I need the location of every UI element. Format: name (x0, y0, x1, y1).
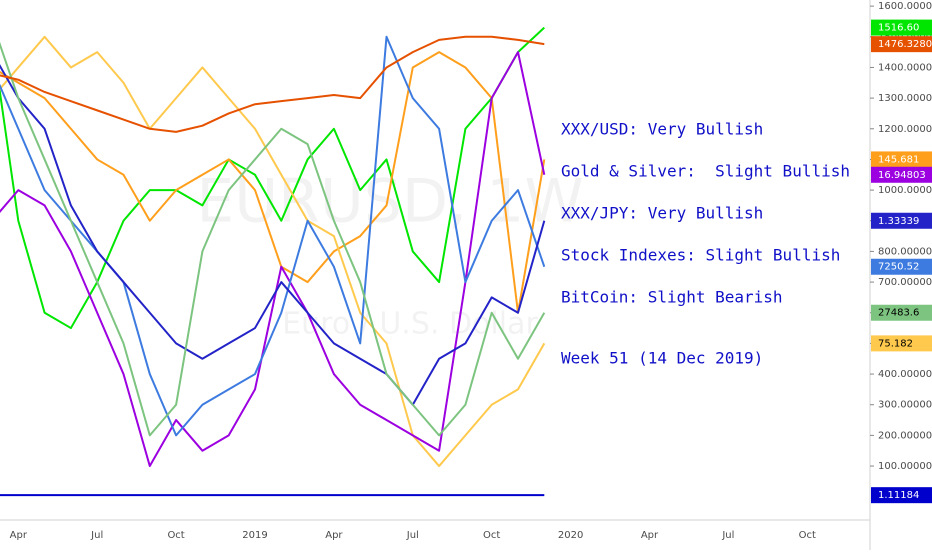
price-tag-label: 16.94803 (878, 170, 926, 181)
price-tags: 1516.60 145.681 75.182 16.94803 7250.52 1.333… (871, 19, 932, 504)
x-tick-label: Apr (10, 530, 28, 541)
x-tick-label: Jul (721, 530, 734, 541)
y-tick-label: 1000.00000 (878, 185, 932, 196)
price-tag-label: 75.182 (878, 338, 913, 349)
watermark-name: Euro / U.S. Dollar (282, 307, 538, 342)
price-tag (871, 212, 932, 229)
y-tick-label: 800.00000 (878, 246, 932, 257)
x-tick-label: 2019 (242, 530, 267, 541)
y-tick-label: 200.00000 (878, 430, 932, 441)
x-tick-label: Oct (799, 530, 816, 541)
watermark-symbol: EURUSD, 1W (196, 167, 583, 237)
y-tick-label: 400.00000 (878, 369, 932, 380)
x-tick-label: Jul (406, 530, 419, 541)
y-tick-label: 1200.00000 (878, 124, 932, 135)
price-tag-label: 1476.32800 (878, 39, 932, 50)
price-tag (871, 151, 932, 168)
series-line (0, 64, 546, 406)
y-tick-label: 1300.00000 (878, 93, 932, 104)
x-tick-label: Apr (641, 530, 659, 541)
price-tag-label: 7250.52 (878, 262, 919, 273)
series-line (0, 51, 546, 314)
series-line (0, 41, 546, 437)
watermark: EURUSD, 1W Euro / U.S. Dollar (196, 167, 583, 342)
price-tag (871, 304, 932, 321)
series-line (0, 35, 546, 437)
x-tick-label: Apr (325, 530, 343, 541)
price-tag-label: 1.33339 (878, 216, 919, 227)
y-tick-label: 300.00000 (878, 400, 932, 411)
series-line (0, 35, 545, 133)
x-tick-label: 2020 (558, 530, 583, 541)
y-tick-label: 1600.00000 (878, 1, 932, 12)
annotation: XXX/USD: Very Bullish (561, 120, 763, 139)
price-tag (871, 166, 932, 183)
annotation: Stock Indexes: Slight Bullish (561, 246, 840, 265)
annotations: XXX/USD: Very Bullish Gold & Silver: Sli… (561, 120, 850, 368)
annotation: Gold & Silver: Slight Bullish (561, 162, 850, 181)
y-tick-label: 700.00000 (878, 277, 932, 288)
y-tick-label: 100.00000 (878, 461, 932, 472)
x-tick-label: Oct (167, 530, 184, 541)
annotation: BitCoin: Slight Bearish (561, 288, 783, 307)
series-line (0, 51, 546, 468)
price-tag (871, 487, 932, 504)
price-tag (871, 258, 932, 275)
series-line (0, 35, 546, 468)
price-tag-label: 145.681 (878, 154, 919, 165)
price-tag (871, 19, 932, 36)
annotation: XXX/JPY: Very Bullish (561, 204, 763, 223)
annotation: Week 51 (14 Dec 2019) (561, 349, 763, 368)
price-tag-label: 1.11184 (878, 490, 919, 501)
price-tag-label: 1516.60 (878, 23, 919, 34)
price-tag (871, 36, 932, 53)
y-tick-label: 1400.00000 (878, 62, 932, 73)
price-tag (871, 335, 932, 352)
x-tick-label: Jul (90, 530, 103, 541)
price-tag-label: 27483.6 (878, 308, 919, 319)
x-tick-label: Oct (483, 530, 500, 541)
plot-area (0, 26, 546, 497)
